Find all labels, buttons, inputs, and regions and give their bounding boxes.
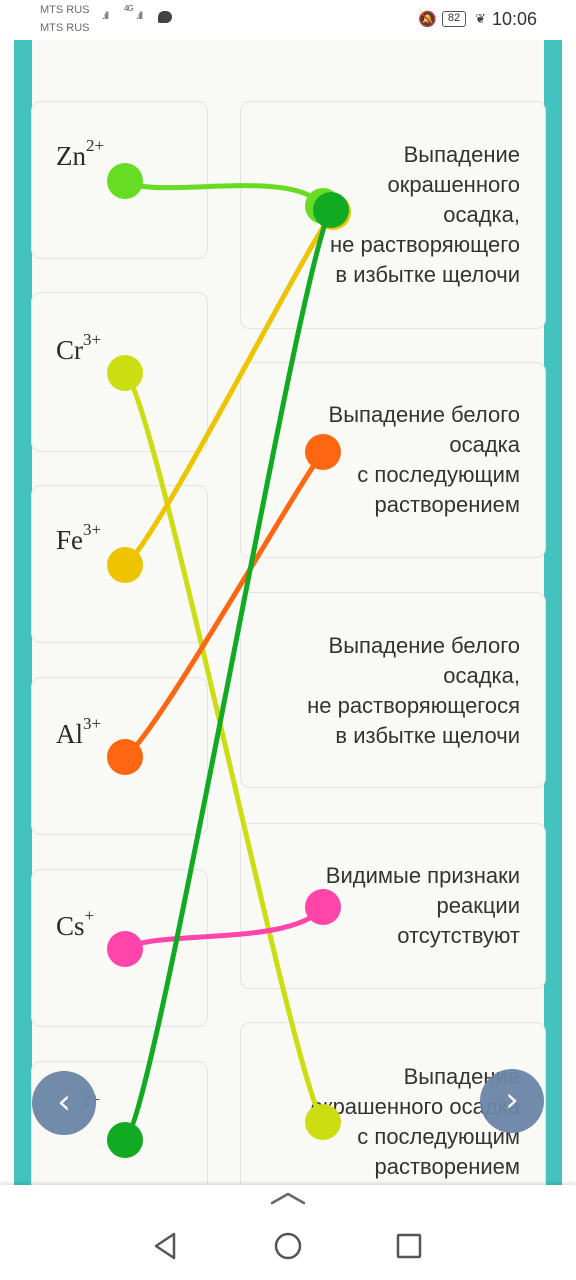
network-type-label: 4G: [124, 4, 134, 13]
next-arrow-button[interactable]: ›: [480, 1069, 544, 1133]
answer-line: в избытке щелочи: [335, 723, 520, 748]
status-bar: MTS RUS MTS RUS .ıll 4G .ıll 🔕 82 ❦ 10:0…: [0, 0, 576, 40]
ion-symbol: Cr: [56, 335, 83, 365]
answer-line: с последующим: [357, 1124, 520, 1149]
back-nav-icon[interactable]: [148, 1228, 184, 1264]
battery-indicator: 82: [442, 11, 466, 27]
mute-bell-icon: 🔕: [418, 11, 437, 28]
ion-charge: 2+: [86, 136, 105, 155]
answer-line: Выпадение белого: [328, 402, 520, 427]
answer-line: окрашенного: [387, 172, 520, 197]
ion-label-1: Zn2+: [56, 136, 104, 172]
bottom-navigation-bar: [0, 1185, 576, 1280]
carrier-label-2: MTS RUS: [40, 22, 90, 34]
ion-card-4[interactable]: [31, 677, 208, 835]
leaf-icon: ❦: [475, 11, 486, 26]
answer-line: не растворяющего: [330, 232, 520, 257]
answer-line: не растворяющегося: [307, 693, 520, 718]
chevron-up-icon[interactable]: [268, 1190, 308, 1206]
ion-label-2: Cr3+: [56, 330, 101, 366]
ion-card-2[interactable]: [31, 292, 208, 452]
answer-line: осадка,: [443, 202, 520, 227]
ion-label-4: Al3+: [56, 714, 101, 750]
answer-line: реакции: [436, 893, 520, 918]
answer-text-1: Выпадение окрашенного осадка, не растворяющ…: [260, 140, 520, 290]
answer-line: отсутствуют: [397, 923, 520, 948]
home-nav-icon[interactable]: [270, 1228, 306, 1264]
ion-label-5: Cs+: [56, 906, 94, 942]
answer-text-5: Выпадение окрашенного осадка с последующим…: [260, 1062, 520, 1182]
answer-line: Видимые признаки: [325, 863, 520, 888]
answer-text-3: Выпадение белого осадка, не растворяющегос…: [260, 631, 520, 751]
prev-arrow-button[interactable]: ‹: [32, 1071, 96, 1135]
signal-icon-2: .ıll: [136, 11, 143, 22]
ion-card-5[interactable]: [31, 869, 208, 1027]
ion-charge: 3+: [83, 714, 102, 733]
ion-card-1[interactable]: [31, 101, 208, 259]
signal-icon-1: .ıll: [102, 11, 109, 22]
answer-line: в избытке щелочи: [335, 262, 520, 287]
message-icon: [158, 11, 172, 23]
ion-symbol: Al: [56, 719, 83, 749]
ion-card-3[interactable]: [31, 485, 208, 643]
answer-line: растворением: [374, 1154, 521, 1179]
answer-line: растворением: [374, 492, 521, 517]
answer-line: с последующим: [357, 462, 520, 487]
answer-line: осадка,: [443, 663, 520, 688]
ion-symbol: Fe: [56, 525, 83, 555]
answer-text-4: Видимые признаки реакции отсутствуют: [260, 861, 520, 951]
ion-charge: 3+: [83, 520, 102, 539]
ion-symbol: Zn: [56, 141, 86, 171]
carrier-label-1: MTS RUS: [40, 4, 90, 16]
ion-symbol: Cs: [56, 911, 85, 941]
answer-text-2: Выпадение белого осадка с последующим раств…: [260, 400, 520, 520]
ion-charge: +: [84, 906, 95, 925]
clock: 10:06: [492, 9, 538, 29]
answer-line: осадка: [449, 432, 520, 457]
answer-line: Выпадение белого: [328, 633, 520, 658]
answer-line: Выпадение: [403, 142, 520, 167]
ion-charge: 3+: [83, 330, 102, 349]
recents-nav-icon[interactable]: [391, 1228, 427, 1264]
ion-label-3: Fe3+: [56, 520, 101, 556]
answer-line: Выпадение: [403, 1064, 520, 1089]
